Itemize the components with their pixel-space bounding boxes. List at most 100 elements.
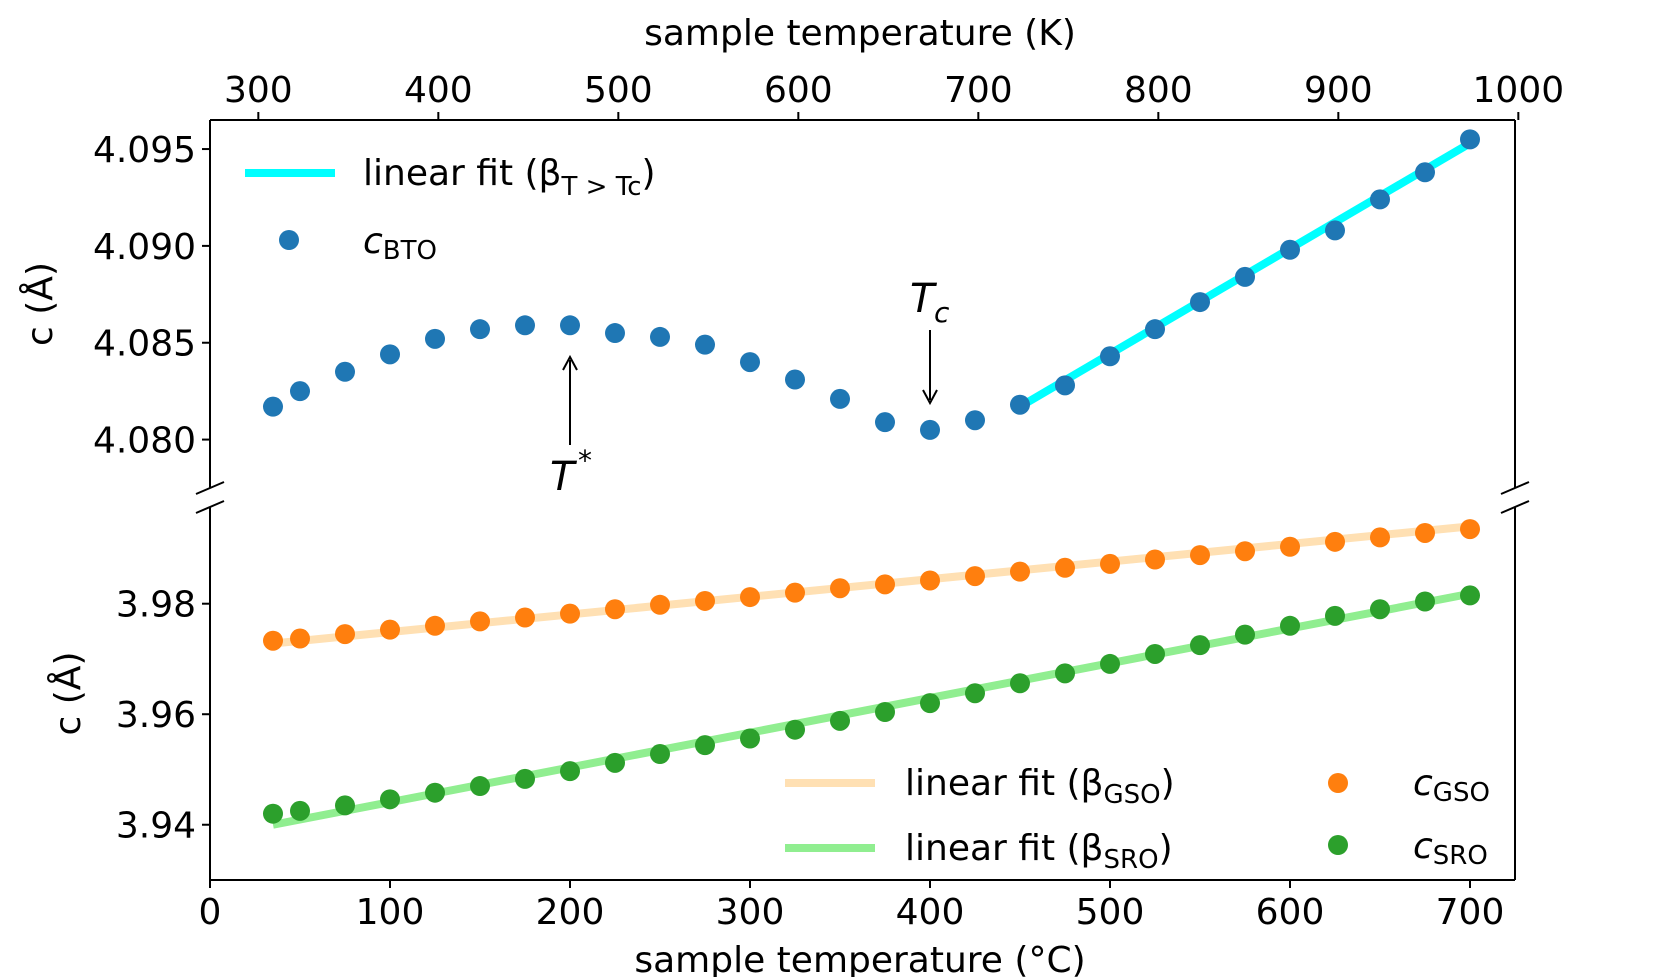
data-point-sro <box>605 752 625 773</box>
tc-label: T <box>910 276 938 322</box>
legend-fit-bto-label: linear fit (βT > Tc) <box>363 153 656 202</box>
legend-point-bto-subscript: BTO <box>383 236 437 266</box>
data-point-sro <box>1235 624 1255 645</box>
legend-point-gso-swatch <box>1328 773 1348 793</box>
data-point-sro <box>1325 605 1345 626</box>
data-point-sro <box>263 803 283 824</box>
data-point-gso <box>335 624 355 645</box>
data-point-bto <box>1325 220 1345 241</box>
legend-lower: linear fit (βGSO) linear fit (βSRO) cGSO cS… <box>785 763 1490 875</box>
data-point-gso <box>965 566 985 587</box>
top-tick-label: 500 <box>584 70 653 111</box>
data-point-gso <box>1460 519 1480 540</box>
data-point-gso <box>605 599 625 620</box>
bottom-tick-label: 500 <box>1076 892 1145 933</box>
data-point-bto <box>1460 129 1480 150</box>
legend-point-sro-label: cSRO <box>1413 826 1488 871</box>
tstar-label: T <box>550 454 578 500</box>
bottom-tick-label: 300 <box>716 892 785 933</box>
top-tick-label: 700 <box>944 70 1013 111</box>
data-point-gso <box>560 603 580 624</box>
data-point-gso <box>1010 561 1030 582</box>
data-point-sro <box>470 776 490 797</box>
legend-fit-bto-close: ) <box>642 153 656 194</box>
legend-point-sro-swatch <box>1328 835 1348 855</box>
data-point-bto <box>1415 162 1435 183</box>
data-point-sro <box>1190 635 1210 656</box>
top-x-axis-title: sample temperature (K) <box>644 13 1076 54</box>
data-point-sro <box>1100 653 1120 674</box>
data-point-sro <box>560 761 580 782</box>
legend-upper: linear fit (βT > Tc) cBTO <box>245 153 656 266</box>
data-point-gso <box>380 619 400 640</box>
upper-y-axis-title: c (Å) <box>18 262 61 346</box>
lower-y-tick-label: 3.96 <box>116 695 196 736</box>
data-point-gso <box>1235 541 1255 562</box>
data-point-bto <box>515 315 535 336</box>
top-tick-label: 300 <box>224 70 293 111</box>
legend-fit-sro-close: ) <box>1159 828 1173 869</box>
axis-break-left-upper <box>195 481 225 495</box>
data-point-gso <box>515 607 535 628</box>
upper-y-axis: 4.080 4.085 4.090 4.095 c (Å) <box>18 130 210 462</box>
data-point-sro <box>1280 615 1300 636</box>
data-point-bto <box>605 323 625 344</box>
bottom-axis: 0 100 200 300 400 500 600 700 <box>199 880 1504 933</box>
data-point-gso <box>1100 553 1120 574</box>
data-point-sro <box>695 735 715 756</box>
top-axis: 300 400 500 600 700 800 900 1000 <box>224 70 1564 120</box>
tc-subscript: c <box>934 296 950 329</box>
data-point-gso <box>1055 557 1075 578</box>
data-point-sro <box>785 719 805 740</box>
data-point-sro <box>1010 673 1030 694</box>
data-point-sro <box>425 782 445 803</box>
axis-break-right-lower <box>1500 500 1530 514</box>
data-point-sro <box>515 768 535 789</box>
lower-y-axis-title: c (Å) <box>46 652 89 736</box>
annotations: T *T c <box>550 276 950 500</box>
data-point-sro <box>290 800 310 821</box>
data-point-bto <box>1280 239 1300 260</box>
data-point-bto <box>920 419 940 440</box>
data-point-gso <box>470 611 490 632</box>
data-point-bto <box>1010 394 1030 415</box>
legend-fit-gso-close: ) <box>1161 763 1175 804</box>
legend-fit-gso-label: linear fit (βGSO) <box>905 763 1175 810</box>
data-point-sro <box>830 710 850 731</box>
data-point-gso <box>1370 527 1390 548</box>
bottom-x-axis-title: sample temperature (°C) <box>634 940 1085 977</box>
axis-break-left-lower <box>195 500 225 514</box>
bottom-tick-label: 200 <box>536 892 605 933</box>
data-point-bto <box>290 381 310 402</box>
legend-fit-sro-label: linear fit (βSRO) <box>905 828 1173 875</box>
data-point-bto <box>875 412 895 433</box>
data-point-bto <box>1235 266 1255 287</box>
bottom-tick-label: 600 <box>1256 892 1325 933</box>
data-points <box>263 129 1480 824</box>
legend-point-gso-subscript: GSO <box>1433 778 1490 808</box>
data-point-sro <box>650 744 670 765</box>
data-point-gso <box>1415 522 1435 543</box>
lower-y-tick-label: 3.94 <box>116 806 196 847</box>
data-point-bto <box>695 334 715 355</box>
lower-y-tick-label: 3.98 <box>116 585 196 626</box>
data-point-gso <box>1190 545 1210 566</box>
legend-point-sro-subscript: SRO <box>1433 841 1488 871</box>
data-point-gso <box>650 594 670 615</box>
plot-frame <box>195 119 1530 881</box>
upper-y-tick-label: 4.090 <box>93 227 196 268</box>
top-tick-label: 800 <box>1124 70 1193 111</box>
data-point-bto <box>785 369 805 390</box>
data-point-bto <box>263 396 283 417</box>
data-point-gso <box>1325 531 1345 552</box>
legend-point-gso-label: cGSO <box>1413 763 1490 808</box>
data-point-gso <box>875 574 895 595</box>
data-point-gso <box>920 570 940 591</box>
data-point-gso <box>830 578 850 599</box>
data-point-bto <box>380 344 400 365</box>
data-point-sro <box>1415 591 1435 612</box>
data-point-bto <box>830 388 850 409</box>
bottom-tick-label: 0 <box>199 892 222 933</box>
data-point-sro <box>1460 585 1480 606</box>
